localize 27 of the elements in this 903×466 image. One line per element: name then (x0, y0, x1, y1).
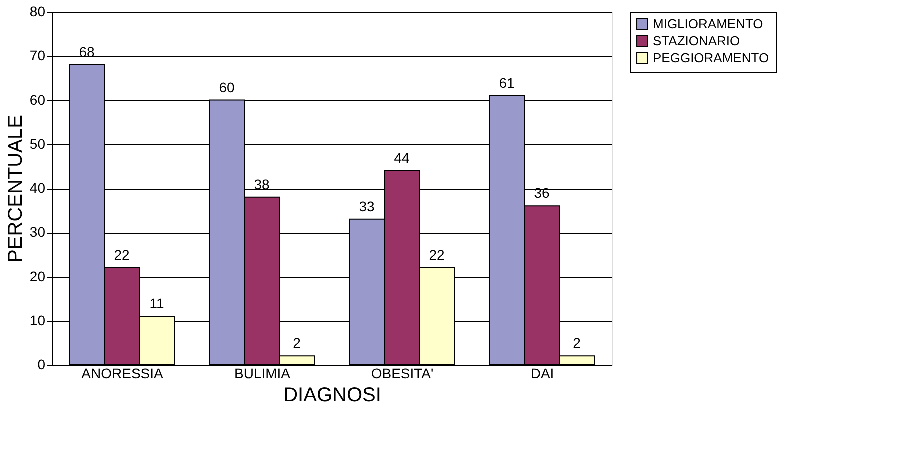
legend-label: STAZIONARIO (653, 34, 740, 48)
legend-label: MIGLIORAMENTO (653, 16, 764, 32)
data-label: 22 (114, 246, 130, 263)
data-label: 44 (394, 150, 410, 166)
data-label: 2 (573, 335, 582, 352)
x-tick-label: OBESITA' (371, 366, 434, 382)
x-tick-label: BULIMIA (234, 366, 292, 382)
x-tick-label: DAI (530, 366, 554, 382)
data-label: 22 (429, 246, 445, 263)
y-tick-label: 70 (30, 48, 46, 64)
x-tick-label: ANORESSIA (82, 366, 164, 382)
y-tick-label: 80 (30, 4, 46, 20)
y-tick-label: 30 (30, 224, 46, 240)
y-tick-label: 50 (30, 136, 46, 152)
x-axis-title: DIAGNOSI (284, 384, 382, 406)
data-label: 11 (150, 295, 164, 312)
data-label: 2 (293, 335, 302, 352)
y-tick-label: 20 (30, 268, 46, 284)
data-label: 60 (219, 79, 235, 96)
y-tick-label: 60 (30, 92, 46, 108)
y-axis-title: PERCENTUALE (4, 115, 27, 263)
y-tick-label: 10 (30, 312, 46, 328)
y-tick-label: 0 (38, 356, 46, 372)
data-label: 61 (499, 74, 515, 91)
legend-label: PEGGIORAMENTO (653, 50, 770, 66)
y-tick-label: 40 (30, 180, 46, 196)
data-label: 33 (359, 198, 375, 214)
